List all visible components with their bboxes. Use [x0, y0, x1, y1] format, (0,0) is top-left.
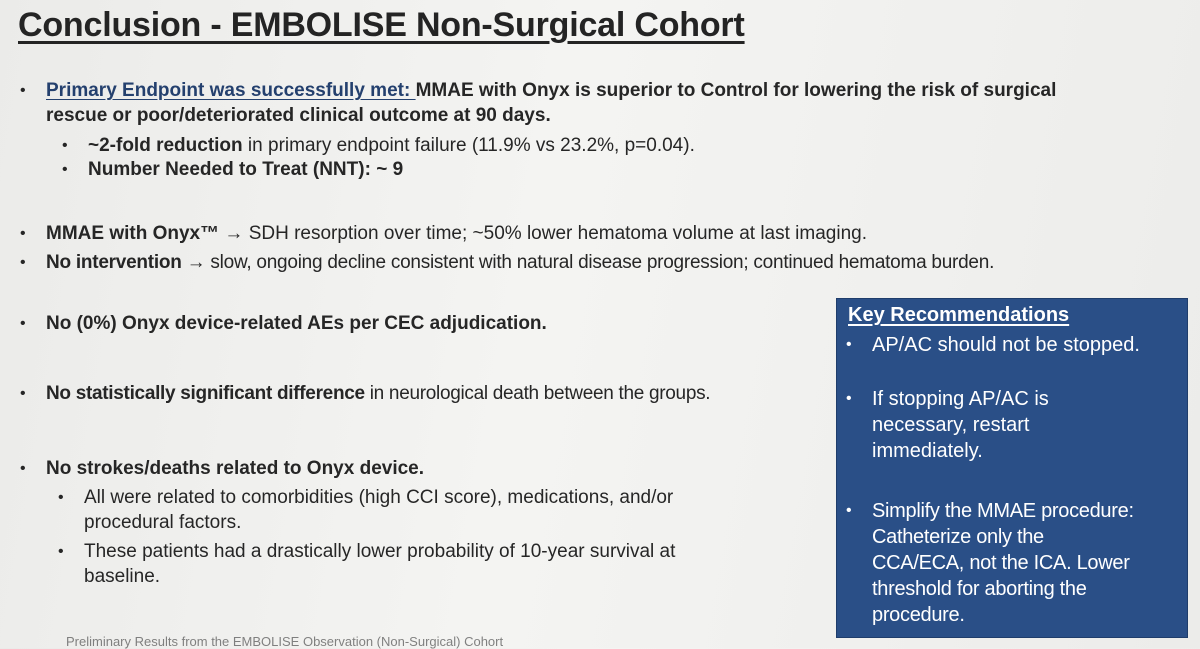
bullet: •: [20, 225, 26, 242]
point-no-intervention: • No intervention → slow, ongoing declin…: [20, 250, 1190, 275]
no-device-aes-text: No (0%) Onyx device-related AEs per CEC …: [46, 313, 547, 334]
sub-point-survival: • These patients had a drastically lower…: [58, 539, 818, 589]
bullet: •: [20, 315, 26, 332]
survival-line1: These patients had a drastically lower p…: [84, 541, 676, 562]
mmae-onyx-bold: MMAE with Onyx™ →: [46, 223, 249, 244]
primary-endpoint-lead: Primary Endpoint was successfully met:: [46, 80, 416, 101]
point-primary-endpoint: • Primary Endpoint was successfully met:…: [20, 78, 1190, 128]
bullet: •: [846, 336, 852, 353]
bullet: •: [62, 137, 68, 154]
recommendation-item: • AP/AC should not be stopped.: [846, 332, 1182, 358]
bullet: •: [846, 502, 852, 519]
bullet: •: [20, 460, 26, 477]
point-no-strokes: • No strokes/deaths related to Onyx devi…: [20, 456, 820, 481]
point-no-device-aes: • No (0%) Onyx device-related AEs per CE…: [20, 311, 820, 336]
footer-source-note: Preliminary Results from the EMBOLISE Ob…: [66, 634, 504, 649]
recommendation-line: threshold for aborting the: [872, 578, 1087, 600]
neuro-death-rest: in neurological death between the groups…: [364, 383, 711, 404]
recommendation-line: If stopping AP/AC is: [872, 388, 1049, 410]
no-intervention-rest: slow, ongoing decline consistent with na…: [210, 252, 995, 273]
sub-point-reduction: • ~2-fold reduction in primary endpoint …: [62, 133, 962, 158]
bullet: •: [58, 489, 64, 506]
primary-endpoint-line2: rescue or poor/deteriorated clinical out…: [46, 105, 551, 126]
recommendation-line: procedure.: [872, 604, 965, 626]
sub-point-nnt: • Number Needed to Treat (NNT): ~ 9: [62, 157, 962, 182]
point-neuro-death: • No statistically significant differenc…: [20, 381, 830, 406]
mmae-onyx-rest: SDH resorption over time; ~50% lower hem…: [248, 223, 867, 244]
key-recommendations-title: Key Recommendations: [848, 304, 1070, 326]
recommendation-line: necessary, restart: [872, 414, 1030, 436]
recommendation-item: • If stopping AP/AC is necessary, restar…: [846, 386, 1182, 464]
recommendation-line: CCA/ECA, not the ICA. Lower: [872, 552, 1130, 574]
key-recommendations-box: Key Recommendations • AP/AC should not b…: [836, 298, 1188, 638]
recommendation-line: AP/AC should not be stopped.: [872, 334, 1140, 356]
comorbidities-line2: procedural factors.: [84, 512, 242, 533]
recommendation-line: immediately.: [872, 440, 983, 462]
reduction-rest: in primary endpoint failure (11.9% vs 23…: [242, 135, 695, 156]
bullet: •: [58, 543, 64, 560]
neuro-death-bold: No statistically significant difference: [46, 383, 365, 404]
primary-endpoint-line1: MMAE with Onyx is superior to Control fo…: [415, 80, 1057, 101]
recommendation-line: Catheterize only the: [872, 526, 1044, 548]
no-intervention-bold: No intervention →: [46, 252, 211, 273]
bullet: •: [20, 385, 26, 402]
reduction-bold: ~2-fold reduction: [88, 135, 243, 156]
sub-point-comorbidities: • All were related to comorbidities (hig…: [58, 485, 818, 535]
slide-title: Conclusion - EMBOLISE Non-Surgical Cohor…: [18, 6, 745, 44]
bullet: •: [846, 390, 852, 407]
no-strokes-text: No strokes/deaths related to Onyx device…: [46, 458, 425, 479]
bullet: •: [62, 161, 68, 178]
point-mmae-onyx: • MMAE with Onyx™ → SDH resorption over …: [20, 221, 1190, 246]
survival-line2: baseline.: [84, 566, 161, 587]
bullet: •: [20, 82, 26, 99]
bullet: •: [20, 254, 26, 271]
recommendation-item: • Simplify the MMAE procedure: Catheteri…: [846, 498, 1186, 628]
comorbidities-line1: All were related to comorbidities (high …: [84, 487, 674, 508]
nnt-text: Number Needed to Treat (NNT): ~ 9: [88, 159, 404, 180]
recommendation-line: Simplify the MMAE procedure:: [872, 500, 1134, 522]
